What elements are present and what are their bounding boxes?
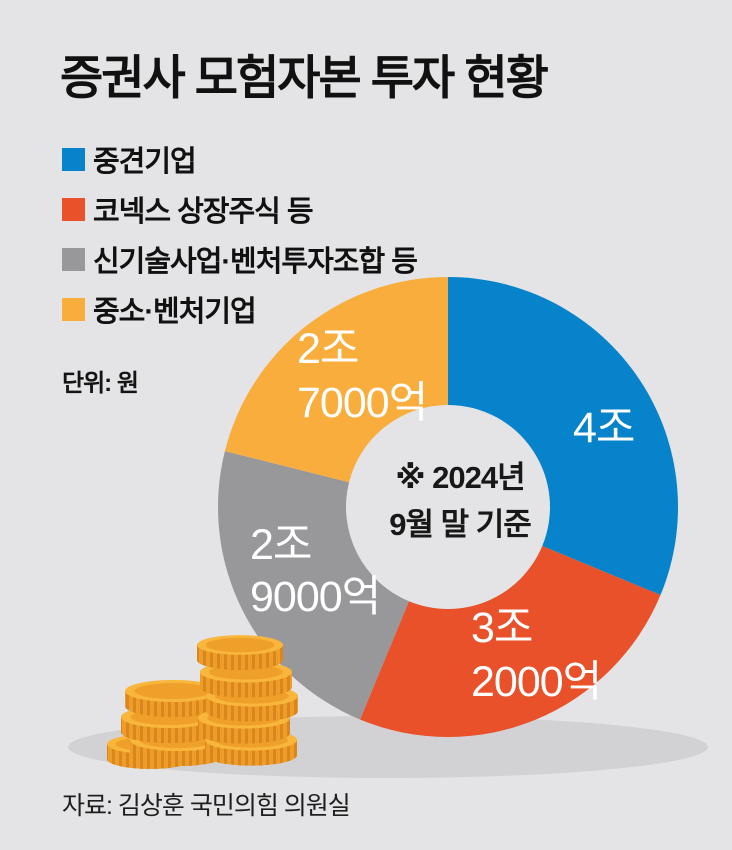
legend-swatch-blue-icon (62, 147, 85, 171)
legend-item-konex-listed-stocks: 코넥스 상장주식 등 (62, 193, 314, 228)
legend-label: 신기술사업·벤처투자조합 등 (93, 246, 418, 278)
donut-slice-label-blue: 4조 (573, 404, 635, 452)
donut-slice-2 (217, 451, 409, 720)
chart-center-note: ※ 2024년 9월 말 기준 (389, 460, 532, 542)
legend-item-midsize-companies: 중견기업 (62, 143, 197, 178)
donut-slice-label-gray: 2조 9000억 (250, 521, 381, 621)
legend-label: 코넥스 상장주식 등 (93, 196, 314, 228)
source-credit: 자료: 김상훈 국민의힘 의원실 (62, 792, 351, 820)
donut-slice-1 (359, 546, 661, 738)
legend-swatch-yellow-icon (62, 297, 85, 321)
donut-slice-label-red: 3조 2000억 (471, 604, 602, 706)
donut-slice-3 (224, 277, 448, 483)
donut-slice-0 (448, 277, 678, 596)
legend-label: 중소·벤처기업 (93, 296, 257, 328)
legend-swatch-red-icon (62, 197, 85, 221)
donut-slice-label-yellow: 2조 7000억 (297, 325, 428, 427)
legend-item-new-tech-venture-funds: 신기술사업·벤처투자조합 등 (62, 243, 418, 278)
page-title: 증권사 모험자본 투자 현황 (60, 51, 549, 104)
unit-note: 단위: 원 (62, 370, 139, 397)
legend-item-sme-venture-companies: 중소·벤처기업 (62, 293, 257, 328)
legend-label: 중견기업 (93, 146, 197, 178)
legend-swatch-gray-icon (62, 247, 85, 271)
coins-illustration (107, 635, 298, 769)
